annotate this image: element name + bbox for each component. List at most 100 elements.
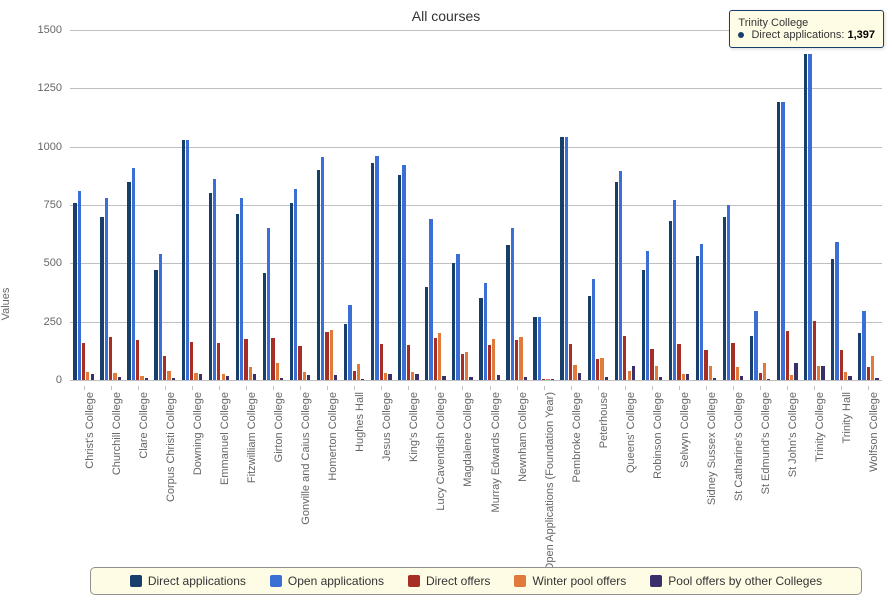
bar[interactable] — [217, 343, 220, 380]
bar[interactable] — [375, 156, 378, 380]
bar[interactable] — [438, 333, 441, 380]
bar[interactable] — [271, 338, 274, 380]
bar[interactable] — [794, 363, 797, 381]
bar[interactable] — [434, 338, 437, 380]
bar[interactable] — [750, 336, 753, 380]
bar[interactable] — [253, 374, 256, 380]
bar[interactable] — [519, 337, 522, 380]
bar[interactable] — [560, 137, 563, 380]
bar[interactable] — [298, 346, 301, 380]
bar[interactable] — [163, 356, 166, 381]
bar[interactable] — [700, 244, 703, 381]
bar[interactable] — [696, 256, 699, 380]
bar[interactable] — [267, 228, 270, 380]
bar[interactable] — [759, 373, 762, 380]
bar[interactable] — [506, 245, 509, 380]
bar[interactable] — [713, 378, 716, 380]
bar[interactable] — [249, 367, 252, 380]
bar[interactable] — [777, 102, 780, 380]
bar[interactable] — [646, 251, 649, 381]
bar[interactable] — [452, 263, 455, 380]
bar[interactable] — [172, 378, 175, 380]
bar[interactable] — [388, 374, 391, 380]
bar[interactable] — [236, 214, 239, 380]
bar[interactable] — [650, 349, 653, 381]
bar[interactable] — [642, 270, 645, 380]
bar[interactable] — [862, 311, 865, 380]
bar[interactable] — [425, 287, 428, 380]
bar[interactable] — [244, 339, 247, 380]
bar[interactable] — [533, 317, 536, 380]
bar[interactable] — [465, 352, 468, 380]
bar[interactable] — [407, 345, 410, 380]
bar[interactable] — [361, 379, 364, 380]
legend-item[interactable]: Direct applications — [130, 574, 246, 588]
bar[interactable] — [808, 54, 811, 380]
bar[interactable] — [605, 377, 608, 381]
bar[interactable] — [835, 242, 838, 380]
bar[interactable] — [781, 102, 784, 380]
bar[interactable] — [263, 273, 266, 380]
bar[interactable] — [497, 375, 500, 380]
bar[interactable] — [330, 330, 333, 380]
bar[interactable] — [619, 171, 622, 380]
bar[interactable] — [492, 339, 495, 380]
bar[interactable] — [524, 377, 527, 380]
bar[interactable] — [442, 376, 445, 380]
bar[interactable] — [578, 373, 581, 380]
bar[interactable] — [677, 344, 680, 380]
legend-item[interactable]: Direct offers — [408, 574, 490, 588]
bar[interactable] — [294, 189, 297, 380]
bar[interactable] — [145, 378, 148, 380]
bar[interactable] — [73, 203, 76, 380]
bar[interactable] — [623, 336, 626, 380]
bar[interactable] — [821, 366, 824, 380]
bar[interactable] — [632, 366, 635, 380]
bar[interactable] — [542, 379, 545, 380]
bar[interactable] — [398, 175, 401, 380]
bar[interactable] — [182, 140, 185, 380]
bar[interactable] — [109, 337, 112, 380]
bar[interactable] — [321, 157, 324, 380]
bar[interactable] — [86, 372, 89, 380]
bar[interactable] — [307, 375, 310, 380]
bar[interactable] — [479, 298, 482, 380]
bar[interactable] — [867, 367, 870, 380]
bar[interactable] — [790, 375, 793, 380]
bar[interactable] — [334, 375, 337, 380]
bar[interactable] — [136, 340, 139, 380]
bar[interactable] — [348, 305, 351, 380]
bar[interactable] — [100, 217, 103, 380]
bar[interactable] — [280, 378, 283, 380]
bar[interactable] — [488, 345, 491, 380]
bar[interactable] — [786, 331, 789, 380]
bar[interactable] — [569, 344, 572, 380]
bar[interactable] — [209, 193, 212, 380]
legend-item[interactable]: Open applications — [270, 574, 384, 588]
bar[interactable] — [290, 203, 293, 380]
bar[interactable] — [78, 191, 81, 380]
bar[interactable] — [411, 372, 414, 380]
bar[interactable] — [615, 182, 618, 380]
bar[interactable] — [804, 54, 807, 380]
bar[interactable] — [484, 283, 487, 380]
bar[interactable] — [813, 321, 816, 381]
bar[interactable] — [222, 374, 225, 380]
bar[interactable] — [871, 356, 874, 381]
bar[interactable] — [140, 376, 143, 380]
bar[interactable] — [461, 354, 464, 380]
bar[interactable] — [628, 371, 631, 380]
bar[interactable] — [515, 340, 518, 380]
bar[interactable] — [727, 205, 730, 380]
bar[interactable] — [190, 342, 193, 381]
bar[interactable] — [831, 259, 834, 380]
bar[interactable] — [384, 373, 387, 380]
bar[interactable] — [588, 296, 591, 380]
bar[interactable] — [118, 377, 121, 381]
bar[interactable] — [194, 373, 197, 380]
bar[interactable] — [317, 170, 320, 380]
bar[interactable] — [709, 366, 712, 380]
bar[interactable] — [763, 363, 766, 381]
bar[interactable] — [659, 377, 662, 381]
bar[interactable] — [596, 359, 599, 380]
